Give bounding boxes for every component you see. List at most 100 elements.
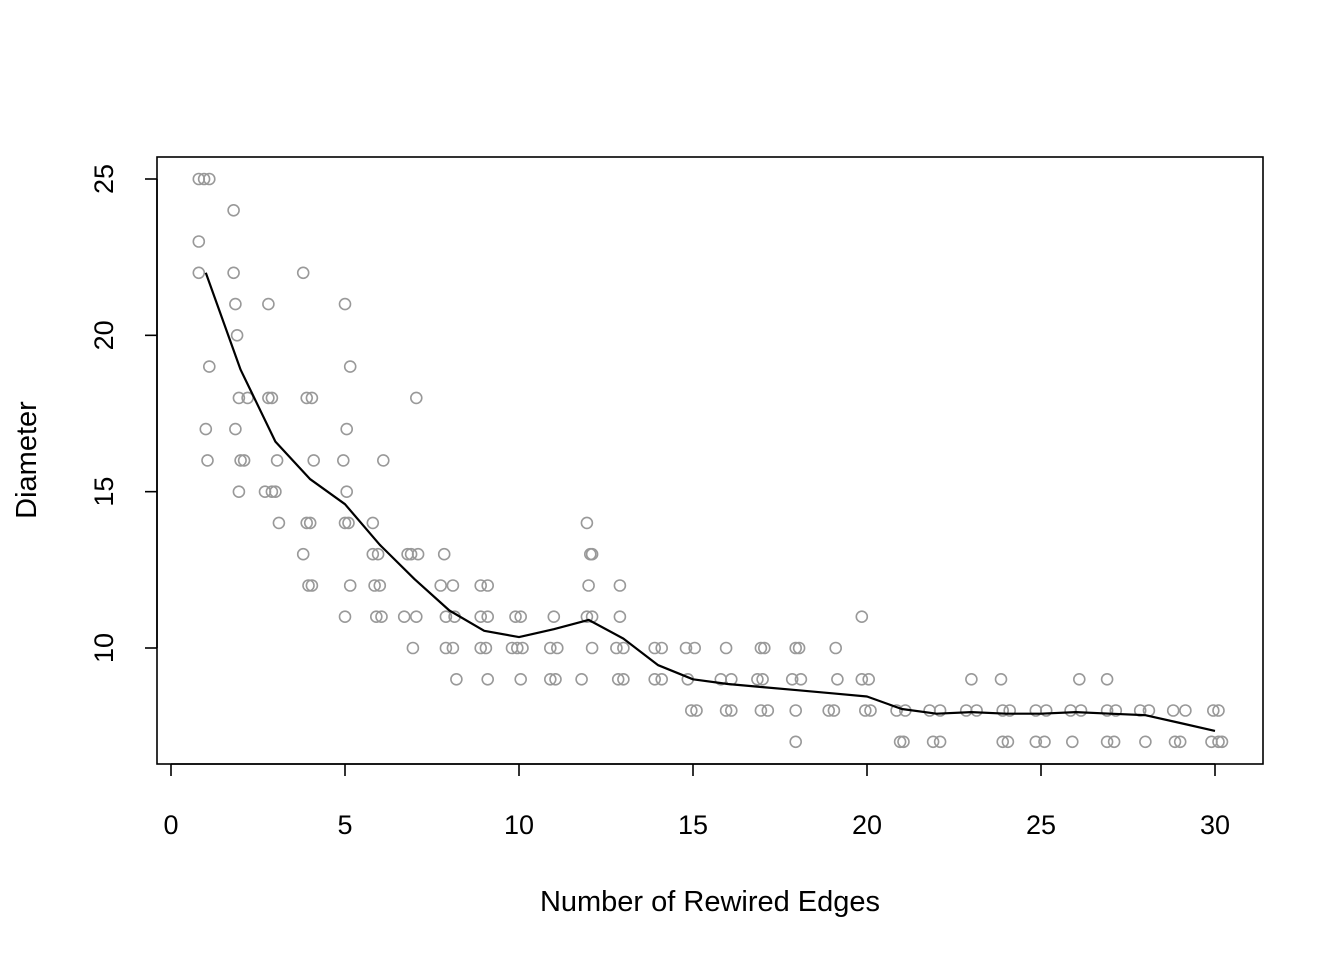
scatter-point: [397, 610, 411, 624]
scatter-point: [230, 328, 244, 342]
scatter-point: [547, 610, 561, 624]
scatter-point: [610, 641, 623, 655]
scatter-point: [580, 610, 594, 624]
scatter-point: [343, 360, 357, 373]
scatter-point: [262, 391, 275, 405]
scatter-point: [270, 454, 284, 467]
scatter-point: [296, 266, 310, 280]
scatter-point: [933, 704, 947, 717]
scatter-point: [201, 454, 214, 467]
scatter-point: [366, 516, 380, 530]
scatter-point: [655, 672, 669, 686]
scatter-point: [227, 204, 240, 217]
scatter-point: [1001, 735, 1015, 749]
scatter-point: [970, 704, 983, 717]
scatter-point: [305, 391, 319, 405]
scatter-point: [655, 641, 669, 655]
scatter-point: [996, 704, 1010, 717]
x-tick-label: 25: [1026, 810, 1056, 840]
scatter-point: [406, 641, 420, 655]
scatter-point: [543, 641, 557, 655]
scatter-point: [192, 235, 206, 248]
scatter-point: [481, 610, 495, 624]
scatter-point: [789, 641, 803, 655]
scatter-point: [690, 704, 703, 717]
scatter-point: [1039, 704, 1053, 717]
scatter-point: [300, 391, 314, 405]
scatter-point: [794, 672, 808, 686]
x-tick-label: 30: [1200, 810, 1230, 840]
scatter-point: [827, 704, 841, 717]
scatter-point: [724, 704, 738, 717]
scatter-point: [1003, 704, 1017, 717]
scatter-point: [864, 704, 877, 717]
scatter-point: [439, 641, 453, 655]
scatter-point: [829, 641, 843, 655]
scatter-point: [509, 610, 522, 624]
scatter-point: [474, 610, 488, 624]
scatter-point: [262, 297, 275, 311]
scatter-point: [307, 454, 321, 467]
scatter-point: [265, 391, 279, 405]
scatter-point: [203, 360, 216, 373]
x-tick-label: 10: [504, 810, 534, 840]
scatter-point: [688, 641, 702, 655]
scatter-point: [855, 610, 869, 624]
x-tick-label: 15: [678, 810, 708, 840]
scatter-point: [580, 516, 594, 530]
scatter-point: [1029, 735, 1043, 749]
scatter-point: [1139, 735, 1152, 749]
scatter-point: [789, 704, 803, 717]
scatter-point: [481, 579, 495, 592]
scatter-point: [516, 641, 529, 655]
scatter-point: [1109, 704, 1123, 717]
scatter-point: [582, 579, 595, 592]
scatter-point: [199, 422, 213, 436]
scatter-point: [1179, 704, 1192, 717]
scatter-point: [585, 641, 599, 655]
scatter-point: [890, 704, 903, 717]
scatter-point: [858, 704, 872, 717]
scatter-point: [373, 579, 387, 592]
scatter-point: [296, 547, 310, 561]
x-axis: 0 5 10 15 20 25 30: [163, 763, 1230, 840]
scatter-point: [434, 579, 448, 592]
scatter-point: [366, 547, 380, 561]
scatter-point: [933, 735, 947, 749]
scatter-point: [376, 454, 390, 467]
scatter-point: [994, 672, 1008, 686]
y-tick-label: 20: [89, 320, 119, 350]
y-tick-label: 10: [89, 633, 119, 663]
scatter-point: [197, 172, 211, 186]
scatter-point: [754, 641, 768, 655]
scatter-point: [227, 266, 240, 280]
scatter-point: [409, 610, 423, 624]
scatter-point: [611, 672, 625, 686]
scatter-point: [1212, 735, 1225, 749]
scatter-point: [1100, 735, 1114, 749]
scatter-point: [1212, 704, 1225, 717]
scatter-point: [237, 454, 251, 467]
trend-line-layer: [204, 272, 1216, 732]
scatter-point: [1207, 704, 1220, 717]
scatter-point: [719, 641, 733, 655]
scatter-point: [757, 641, 771, 655]
scatter-point: [272, 516, 286, 530]
scatter-point: [474, 641, 488, 655]
scatter-point: [996, 735, 1010, 749]
scatter-point: [265, 485, 279, 499]
scatter-point: [474, 579, 488, 592]
scatter-point: [340, 485, 354, 499]
scatter-point: [229, 297, 242, 311]
y-tick-label: 25: [89, 164, 119, 194]
scatter-point: [300, 516, 314, 530]
scatter-point: [479, 641, 493, 655]
x-axis-title: Number of Rewired Edges: [540, 886, 880, 918]
scatter-point: [756, 672, 769, 686]
scatter-point: [514, 672, 528, 686]
scatter-point: [679, 641, 693, 655]
scatter-point: [340, 422, 354, 436]
scatter-point: [862, 672, 876, 686]
